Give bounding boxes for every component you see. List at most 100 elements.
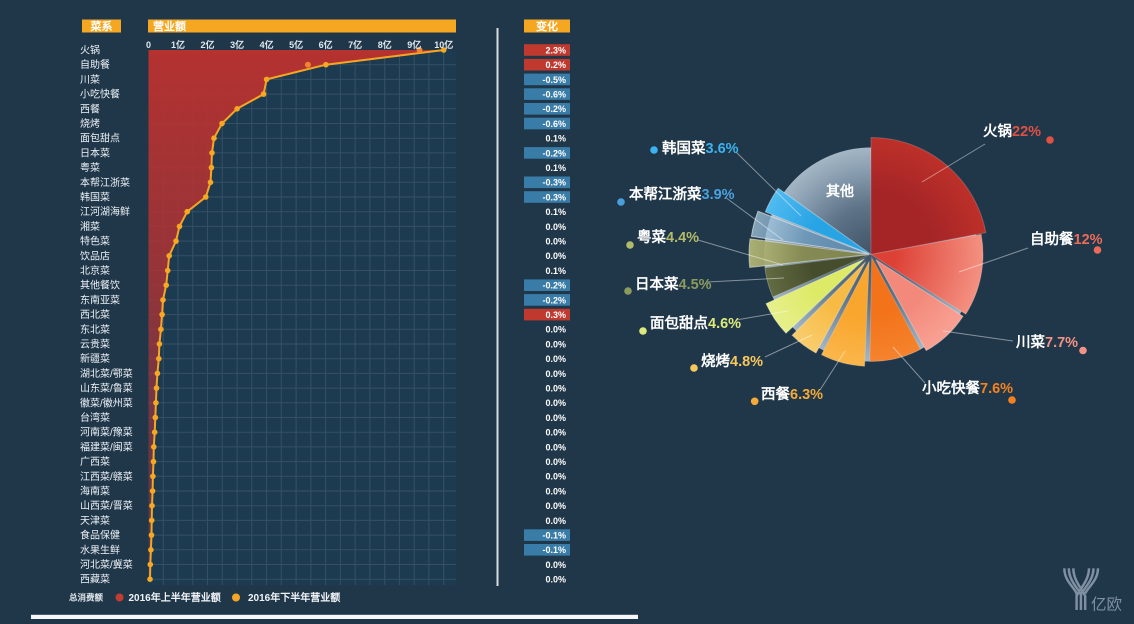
svg-text:特色菜: 特色菜 <box>80 235 110 248</box>
svg-text:-0.6%: -0.6% <box>542 119 566 129</box>
svg-text:水果生鲜: 水果生鲜 <box>80 543 120 556</box>
svg-text:9亿: 9亿 <box>407 39 421 50</box>
svg-text:粤菜: 粤菜 <box>80 161 100 174</box>
svg-text:广西菜: 广西菜 <box>80 456 110 468</box>
svg-text:粤菜4.4%: 粤菜4.4% <box>637 228 699 246</box>
svg-text:台湾菜: 台湾菜 <box>80 411 110 424</box>
svg-text:7亿: 7亿 <box>348 39 362 50</box>
svg-text:饮品店: 饮品店 <box>80 249 110 262</box>
svg-text:0.2%: 0.2% <box>545 60 566 70</box>
svg-text:小吃快餐7.6%: 小吃快餐7.6% <box>922 379 1013 397</box>
svg-text:2亿: 2亿 <box>200 39 214 50</box>
svg-text:川菜: 川菜 <box>80 74 100 86</box>
svg-text:变化: 变化 <box>536 19 558 33</box>
svg-text:其他: 其他 <box>826 183 854 199</box>
svg-text:0.0%: 0.0% <box>545 501 566 511</box>
svg-text:西餐: 西餐 <box>80 102 100 115</box>
svg-text:川菜7.7%: 川菜7.7% <box>1015 333 1078 351</box>
svg-text:0.0%: 0.0% <box>545 575 566 585</box>
svg-text:营业额: 营业额 <box>153 19 186 33</box>
svg-text:火锅: 火锅 <box>80 45 100 57</box>
svg-text:韩国菜3.6%: 韩国菜3.6% <box>662 139 739 157</box>
svg-text:0.0%: 0.0% <box>545 457 566 467</box>
svg-text:0.1%: 0.1% <box>545 266 566 276</box>
svg-text:0: 0 <box>146 40 151 50</box>
svg-text:西餐6.3%: 西餐6.3% <box>761 385 823 403</box>
svg-text:0.0%: 0.0% <box>545 413 566 423</box>
svg-text:自助餐: 自助餐 <box>80 58 110 71</box>
svg-text:其他餐饮: 其他餐饮 <box>80 279 120 292</box>
svg-text:日本菜4.5%: 日本菜4.5% <box>635 275 712 293</box>
svg-text:2016年上半年营业额: 2016年上半年营业额 <box>129 591 221 604</box>
svg-text:2016年下半年营业额: 2016年下半年营业额 <box>248 591 340 604</box>
svg-text:山东菜/鲁菜: 山东菜/鲁菜 <box>80 382 133 395</box>
svg-text:6亿: 6亿 <box>319 39 333 50</box>
svg-text:本帮江浙菜: 本帮江浙菜 <box>80 176 130 189</box>
svg-text:西北菜: 西北菜 <box>80 309 110 321</box>
svg-text:4亿: 4亿 <box>260 39 274 50</box>
svg-text:烧烤: 烧烤 <box>80 117 100 130</box>
svg-text:烧烤4.8%: 烧烤4.8% <box>701 352 763 370</box>
svg-text:0.0%: 0.0% <box>545 251 566 261</box>
svg-text:新疆菜: 新疆菜 <box>80 352 110 365</box>
svg-text:北京菜: 北京菜 <box>80 264 110 277</box>
svg-text:-0.5%: -0.5% <box>542 75 566 85</box>
svg-text:西藏菜: 西藏菜 <box>80 574 110 586</box>
svg-text:总消费额: 总消费额 <box>69 593 104 603</box>
svg-text:江河湖海鲜: 江河湖海鲜 <box>80 205 130 218</box>
svg-text:2.3%: 2.3% <box>545 45 566 55</box>
svg-text:5亿: 5亿 <box>289 39 303 50</box>
svg-text:0.1%: 0.1% <box>545 163 566 173</box>
svg-text:0.0%: 0.0% <box>545 516 566 526</box>
svg-text:0.1%: 0.1% <box>545 134 566 144</box>
svg-text:3亿: 3亿 <box>230 39 244 50</box>
svg-text:-0.6%: -0.6% <box>542 90 566 100</box>
svg-text:0.1%: 0.1% <box>545 207 566 217</box>
svg-text:食品保健: 食品保健 <box>80 529 120 542</box>
svg-text:1亿: 1亿 <box>171 39 185 50</box>
svg-text:山西菜/晋菜: 山西菜/晋菜 <box>80 500 133 512</box>
svg-text:-0.2%: -0.2% <box>542 281 566 291</box>
svg-text:0.0%: 0.0% <box>545 398 566 408</box>
svg-text:自助餐12%: 自助餐12% <box>1030 230 1103 248</box>
svg-text:0.0%: 0.0% <box>545 560 566 570</box>
svg-text:东南亚菜: 东南亚菜 <box>80 293 120 306</box>
svg-text:0.0%: 0.0% <box>545 339 566 349</box>
svg-text:8亿: 8亿 <box>378 39 392 50</box>
svg-text:河北菜/冀菜: 河北菜/冀菜 <box>80 558 133 571</box>
svg-text:0.0%: 0.0% <box>545 325 566 335</box>
svg-text:面包甜点4.6%: 面包甜点4.6% <box>650 314 741 332</box>
svg-text:东北菜: 东北菜 <box>80 323 110 336</box>
svg-text:云贵菜: 云贵菜 <box>80 338 110 351</box>
svg-text:福建菜/闽菜: 福建菜/闽菜 <box>80 440 133 453</box>
svg-text:0.0%: 0.0% <box>545 237 566 247</box>
svg-text:0.0%: 0.0% <box>545 428 566 438</box>
svg-text:0.0%: 0.0% <box>545 222 566 232</box>
svg-text:湘菜: 湘菜 <box>80 220 100 233</box>
svg-text:0.0%: 0.0% <box>545 442 566 452</box>
svg-text:面包甜点: 面包甜点 <box>80 132 120 145</box>
svg-text:0.0%: 0.0% <box>545 486 566 496</box>
svg-text:小吃快餐: 小吃快餐 <box>80 88 120 101</box>
svg-text:菜系: 菜系 <box>90 19 113 33</box>
svg-text:徽菜/徽州菜: 徽菜/徽州菜 <box>80 396 133 409</box>
svg-text:火锅22%: 火锅22% <box>983 123 1041 140</box>
svg-text:-0.3%: -0.3% <box>542 192 566 202</box>
svg-text:河南菜/豫菜: 河南菜/豫菜 <box>80 426 133 439</box>
svg-text:本帮江浙菜3.9%: 本帮江浙菜3.9% <box>629 185 735 203</box>
svg-text:10亿: 10亿 <box>434 39 453 50</box>
svg-text:海南菜: 海南菜 <box>80 485 110 498</box>
svg-text:亿欧: 亿欧 <box>1091 596 1122 614</box>
svg-text:-0.1%: -0.1% <box>542 545 566 555</box>
svg-text:0.3%: 0.3% <box>545 310 566 320</box>
svg-text:-0.2%: -0.2% <box>542 104 566 114</box>
svg-text:江西菜/赣菜: 江西菜/赣菜 <box>80 470 133 483</box>
svg-text:-0.3%: -0.3% <box>542 178 566 188</box>
svg-text:天津菜: 天津菜 <box>80 515 110 527</box>
svg-text:0.0%: 0.0% <box>545 472 566 482</box>
svg-text:-0.2%: -0.2% <box>542 295 566 305</box>
svg-text:-0.1%: -0.1% <box>542 531 566 541</box>
svg-text:0.0%: 0.0% <box>545 384 566 394</box>
svg-text:湖北菜/鄂菜: 湖北菜/鄂菜 <box>80 368 133 380</box>
svg-text:0.0%: 0.0% <box>545 354 566 364</box>
